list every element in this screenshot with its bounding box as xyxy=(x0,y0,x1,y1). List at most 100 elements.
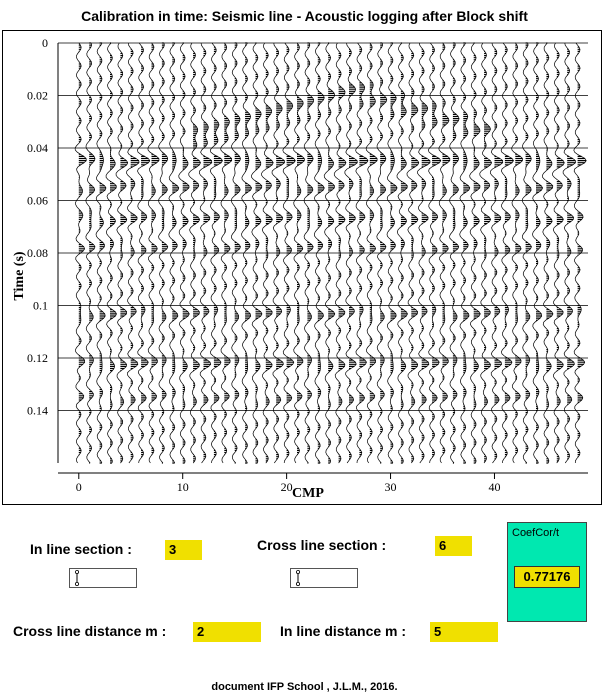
correlation-panel: CoefCor/t 0.77176 xyxy=(507,522,587,622)
y-axis-label: Time (s) xyxy=(12,251,27,300)
trace xyxy=(355,42,369,464)
trace xyxy=(137,42,151,464)
trace xyxy=(532,42,543,464)
y-tick-label: 0 xyxy=(42,36,48,50)
scroll-thumb-icon[interactable] xyxy=(295,570,301,586)
trace xyxy=(115,42,129,464)
inline-distance-label: In line distance m : xyxy=(280,623,407,639)
trace xyxy=(511,42,523,464)
trace xyxy=(303,42,315,464)
trace xyxy=(313,42,325,464)
trace xyxy=(427,42,442,464)
trace xyxy=(542,42,554,464)
crossline-distance-field[interactable]: 2 xyxy=(193,622,261,642)
correlation-label: CoefCor/t xyxy=(512,527,560,539)
trace xyxy=(158,42,169,464)
trace xyxy=(500,42,514,464)
trace xyxy=(376,42,388,464)
trace xyxy=(573,42,587,464)
trace xyxy=(188,42,201,464)
trace-fill xyxy=(525,42,532,464)
traces xyxy=(74,42,587,464)
trace xyxy=(552,42,565,464)
inline-section-scrollbar[interactable] xyxy=(69,568,137,588)
trace-fill xyxy=(182,42,190,464)
trace xyxy=(386,42,398,464)
trace xyxy=(323,42,336,464)
trace xyxy=(396,42,408,464)
correlation-value: 0.77176 xyxy=(514,566,580,588)
trace xyxy=(261,42,274,464)
trace xyxy=(126,42,140,464)
x-tick-label: 0 xyxy=(76,480,82,494)
trace-fill xyxy=(276,48,285,460)
x-tick-label: 40 xyxy=(488,480,500,494)
footer-credit: document IFP School , J.L.M., 2016. xyxy=(211,681,398,693)
y-tick-label: 0.02 xyxy=(27,89,48,103)
crossline-distance-label: Cross line distance m : xyxy=(13,623,167,639)
tick-labels: 0 10 20 30 40 0 0.02 0.04 0.06 0.08 0.1 0.12 0.14 xyxy=(27,36,500,494)
inline-section-field[interactable]: 3 xyxy=(165,540,202,560)
x-axis-label: CMP xyxy=(292,486,324,501)
trace xyxy=(271,42,285,464)
trace-fill xyxy=(411,50,419,462)
inline-section-label: In line section : xyxy=(30,541,132,557)
trace xyxy=(251,42,263,464)
trace xyxy=(344,42,358,464)
trace xyxy=(282,42,296,464)
trace xyxy=(198,42,213,464)
crossline-section-label: Cross line section : xyxy=(257,537,387,553)
grid xyxy=(58,42,588,411)
trace xyxy=(417,42,431,464)
trace-fill xyxy=(99,42,106,464)
x-tick-label: 30 xyxy=(385,480,397,494)
trace-fill xyxy=(151,42,159,456)
crossline-section-scrollbar[interactable] xyxy=(290,568,358,588)
trace xyxy=(293,42,305,464)
y-tick-label: 0.08 xyxy=(27,246,48,260)
y-tick-label: 0.12 xyxy=(27,351,48,365)
x-tick-label: 20 xyxy=(281,480,293,494)
y-tick-label: 0.04 xyxy=(27,141,48,155)
trace xyxy=(449,42,460,464)
inline-distance-field[interactable]: 5 xyxy=(430,622,498,642)
trace xyxy=(459,42,471,464)
trace-fill xyxy=(78,44,87,456)
crossline-section-field[interactable]: 6 xyxy=(435,536,472,556)
trace-fill xyxy=(297,42,305,456)
trace xyxy=(406,42,420,464)
trace-fill xyxy=(536,42,543,464)
trace xyxy=(105,42,117,464)
trace xyxy=(178,42,190,464)
trace xyxy=(95,42,107,464)
trace xyxy=(365,42,378,464)
trace xyxy=(147,42,160,464)
y-tick-label: 0.06 xyxy=(27,194,48,208)
trace-fill xyxy=(484,50,492,462)
trace xyxy=(562,42,576,464)
trace xyxy=(489,42,504,464)
trace xyxy=(209,42,223,464)
trace xyxy=(479,42,492,464)
trace xyxy=(74,42,87,464)
y-tick-label: 0.14 xyxy=(27,404,48,418)
trace-fill xyxy=(224,42,232,456)
trace xyxy=(521,42,532,464)
trace xyxy=(230,42,241,464)
trace-fill xyxy=(172,42,179,464)
trace xyxy=(168,42,180,464)
trace xyxy=(85,42,96,464)
seismic-section: 0 10 20 30 40 0 0.02 0.04 0.06 0.08 0.1 0.12 0.14 CM… xyxy=(12,36,588,501)
trace xyxy=(241,42,252,464)
chart-title: Calibration in time: Seismic line - Acou… xyxy=(81,8,528,24)
trace xyxy=(438,42,451,464)
seismic-plot-frame: 0 10 20 30 40 0 0.02 0.04 0.06 0.08 0.1 0.12 0.14 CM… xyxy=(2,30,602,505)
trace-fill xyxy=(442,42,450,456)
x-tick-label: 10 xyxy=(177,480,189,494)
scroll-thumb-icon[interactable] xyxy=(74,570,80,586)
y-tick-label: 0.1 xyxy=(33,299,48,313)
axes xyxy=(57,43,588,474)
trace-fill xyxy=(577,46,587,458)
trace xyxy=(469,42,481,464)
trace xyxy=(333,42,347,464)
